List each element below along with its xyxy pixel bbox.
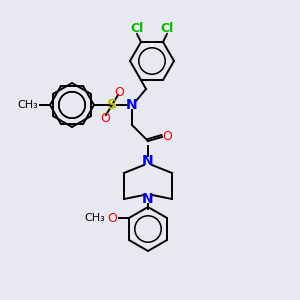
Text: CH₃: CH₃ [84, 213, 105, 223]
Text: Cl: Cl [160, 22, 174, 35]
Text: O: O [114, 85, 124, 98]
Text: Cl: Cl [130, 22, 144, 35]
Text: N: N [142, 192, 154, 206]
Text: O: O [162, 130, 172, 143]
Text: O: O [107, 212, 117, 224]
Text: O: O [100, 112, 110, 124]
Text: N: N [142, 154, 154, 168]
Text: N: N [126, 98, 138, 112]
Text: S: S [107, 98, 117, 112]
Text: CH₃: CH₃ [17, 100, 38, 110]
